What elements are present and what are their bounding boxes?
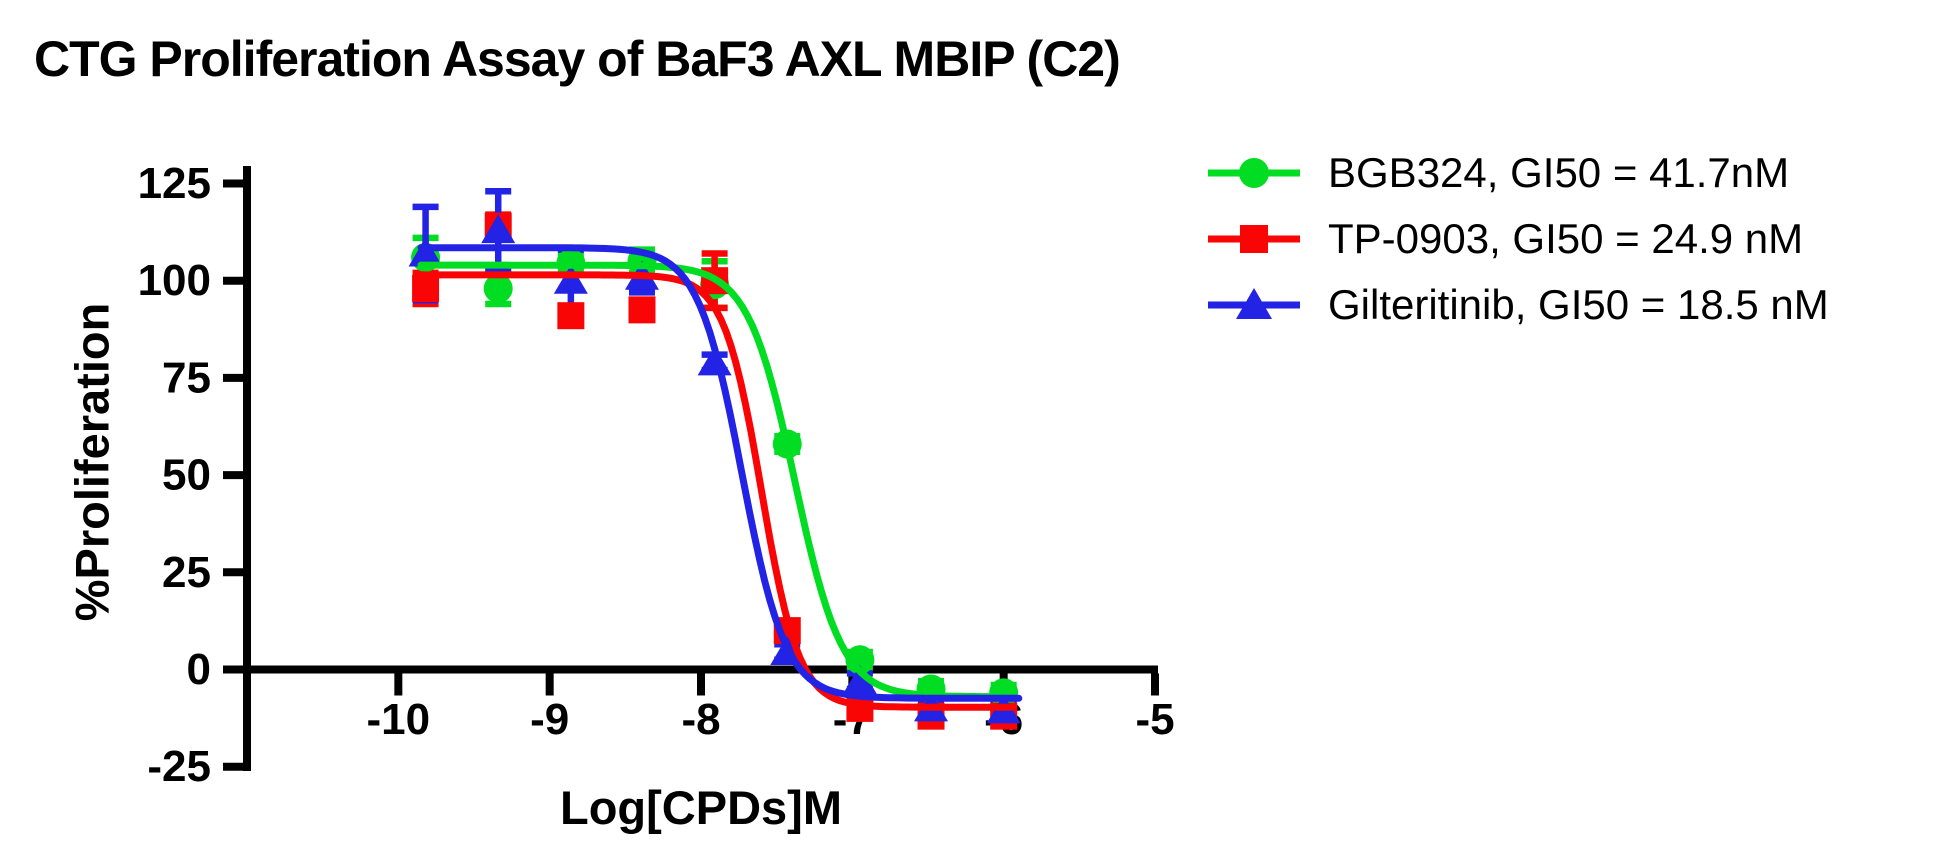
data-point-triangle	[408, 237, 443, 267]
data-point-square	[628, 296, 656, 324]
y-tick-label: 25	[162, 548, 211, 597]
y-tick-label: 50	[162, 451, 211, 500]
x-axis-title: Log[CPDs]M	[560, 781, 842, 834]
legend-item-bgb324: BGB324, GI50 = 41.7nM	[1206, 140, 1829, 206]
x-tick-label: -8	[681, 695, 720, 744]
data-point-triangle	[553, 264, 588, 294]
fit-curves	[417, 244, 1023, 711]
data-point-triangle	[481, 214, 516, 244]
y-tick-label: -25	[147, 742, 211, 791]
legend-label-bgb324: BGB324, GI50 = 41.7nM	[1328, 149, 1790, 196]
data-point-circle	[483, 273, 513, 303]
x-tick-label: -10	[367, 695, 431, 744]
legend-item-gilteritinib: Gilteritinib, GI50 = 18.5 nM	[1206, 272, 1829, 338]
data-point-square	[412, 274, 440, 302]
legend-label-tp0903: TP-0903, GI50 = 24.9 nM	[1328, 215, 1804, 262]
y-axis-title: %Proliferation	[65, 302, 119, 622]
y-tick-label: 100	[138, 256, 211, 305]
legend-marker-circle-icon	[1208, 158, 1300, 188]
legend-item-tp0903: TP-0903, GI50 = 24.9 nM	[1206, 206, 1829, 272]
legend: BGB324, GI50 = 41.7nM TP-0903, GI50 = 24…	[1206, 140, 1829, 338]
legend-marker-triangle-icon	[1208, 288, 1300, 319]
data-point-triangle	[842, 665, 877, 695]
x-tick-label: -9	[530, 695, 569, 744]
fit-curve-bgb324	[417, 261, 1018, 701]
y-tick-label: 125	[138, 159, 211, 208]
y-tick-label: 0	[187, 645, 211, 694]
fit-curve-gilteritinib	[417, 244, 1023, 702]
x-tick-label: -5	[1135, 695, 1174, 744]
legend-label-gilteritinib: Gilteritinib, GI50 = 18.5 nM	[1328, 281, 1829, 328]
data-points	[408, 212, 1021, 730]
chart-title: CTG Proliferation Assay of BaF3 AXL MBIP…	[34, 31, 1121, 87]
fit-curve-tp-0903	[417, 271, 1015, 711]
y-tick-label: 75	[162, 353, 211, 402]
data-point-square	[557, 302, 585, 330]
legend-marker-square-icon	[1208, 225, 1300, 253]
